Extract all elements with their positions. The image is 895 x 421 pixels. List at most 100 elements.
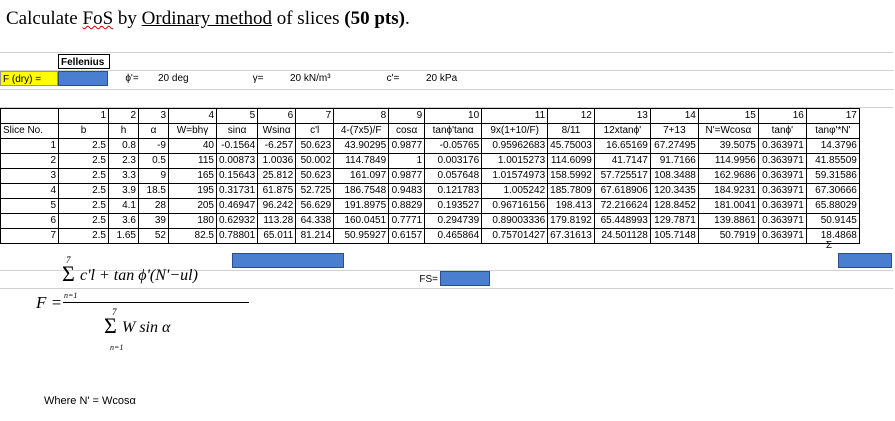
table-row-cell[interactable]: 96.242: [257, 198, 297, 214]
table-row-cell[interactable]: 0.8: [108, 138, 139, 154]
table-row-cell[interactable]: 61.875: [257, 183, 297, 199]
table-row-cell[interactable]: 25.812: [257, 168, 297, 184]
header-row-cell[interactable]: c'l: [295, 123, 335, 139]
table-row-cell[interactable]: 4: [0, 183, 59, 199]
table-row-cell[interactable]: 28: [138, 198, 169, 214]
table-row-cell[interactable]: 0.96716156: [481, 198, 549, 214]
table-row-cell[interactable]: 158.5992: [547, 168, 595, 184]
col-number-row-cell[interactable]: 1: [58, 108, 109, 124]
table-row-cell[interactable]: -0.1564: [215, 138, 259, 154]
table-row-cell[interactable]: 0.89003336: [481, 213, 549, 229]
table-row-cell[interactable]: 108.3488: [649, 168, 699, 184]
table-row-cell[interactable]: 2.5: [58, 213, 109, 229]
table-row-cell[interactable]: 24.501128: [593, 228, 651, 244]
table-row-cell[interactable]: 64.338: [295, 213, 335, 229]
table-row-cell[interactable]: 0.46947: [215, 198, 259, 214]
table-row-cell[interactable]: 50.7919: [697, 228, 759, 244]
table-row-cell[interactable]: 185.7809: [547, 183, 595, 199]
table-row-cell[interactable]: 16.65169: [593, 138, 651, 154]
table-row-cell[interactable]: 41.85509: [805, 153, 860, 169]
table-row-cell[interactable]: -6.257: [257, 138, 297, 154]
header-row-cell[interactable]: tanφ'*N': [805, 123, 860, 139]
header-row-cell[interactable]: α: [138, 123, 169, 139]
table-row-cell[interactable]: 9: [138, 168, 169, 184]
table-row-cell[interactable]: 2: [0, 153, 59, 169]
header-row-cell[interactable]: N'=Wcosα: [697, 123, 759, 139]
header-row-cell[interactable]: 4-(7x5)/F: [333, 123, 390, 139]
table-row-cell[interactable]: 2.5: [58, 168, 109, 184]
col-number-row-cell[interactable]: 12: [547, 108, 595, 124]
header-row-cell[interactable]: tanϕ'tanα: [424, 123, 483, 139]
col-number-row-cell[interactable]: 10: [424, 108, 483, 124]
table-row-cell[interactable]: 184.9231: [697, 183, 759, 199]
header-row-cell[interactable]: Slice No.: [0, 123, 59, 139]
table-row-cell[interactable]: 59.31586: [805, 168, 860, 184]
table-row-cell[interactable]: 0.7771: [388, 213, 426, 229]
table-row-cell[interactable]: 1.0015273: [481, 153, 549, 169]
table-row-cell[interactable]: 14.3796: [805, 138, 860, 154]
table-row-cell[interactable]: 50.623: [295, 138, 335, 154]
table-row-cell[interactable]: 0.363971: [757, 213, 807, 229]
table-row-cell[interactable]: 57.725517: [593, 168, 651, 184]
col-number-row-cell[interactable]: 2: [108, 108, 139, 124]
table-row-cell[interactable]: 2.5: [58, 228, 109, 244]
table-row-cell[interactable]: 52: [138, 228, 169, 244]
header-row-cell[interactable]: 9x(1+10/F): [481, 123, 549, 139]
table-row-cell[interactable]: 0.363971: [757, 138, 807, 154]
table-row-cell[interactable]: 56.629: [295, 198, 335, 214]
table-row-cell[interactable]: 0.31731: [215, 183, 259, 199]
col-number-row-cell[interactable]: 17: [805, 108, 860, 124]
table-row-cell[interactable]: 0.00873: [215, 153, 259, 169]
col-number-row-cell[interactable]: 13: [593, 108, 651, 124]
table-row-cell[interactable]: 0.363971: [757, 183, 807, 199]
table-row-cell[interactable]: 0.62932: [215, 213, 259, 229]
table-row-cell[interactable]: 0.057648: [424, 168, 483, 184]
header-row-cell[interactable]: 12xtanϕ': [593, 123, 651, 139]
table-row-cell[interactable]: 0.363971: [757, 168, 807, 184]
table-row-cell[interactable]: 2.5: [58, 198, 109, 214]
table-row-cell[interactable]: 0.75701427: [481, 228, 549, 244]
table-row-cell[interactable]: 0.193527: [424, 198, 483, 214]
table-row-cell[interactable]: 41.7147: [593, 153, 651, 169]
header-row-cell[interactable]: Wsinα: [257, 123, 297, 139]
table-row-cell[interactable]: 72.216624: [593, 198, 651, 214]
table-row-cell[interactable]: 205: [168, 198, 217, 214]
table-row-cell[interactable]: 114.7849: [333, 153, 390, 169]
table-row-cell[interactable]: 161.097: [333, 168, 390, 184]
table-row-cell[interactable]: 50.95927: [333, 228, 390, 244]
table-row-cell[interactable]: 1.005242: [481, 183, 549, 199]
table-row-cell[interactable]: 186.7548: [333, 183, 390, 199]
table-row-cell[interactable]: 43.90295: [333, 138, 390, 154]
table-row-cell[interactable]: 1.65: [108, 228, 139, 244]
table-row-cell[interactable]: 114.9956: [697, 153, 759, 169]
table-row-cell[interactable]: 4.1: [108, 198, 139, 214]
col-number-row-cell[interactable]: 8: [333, 108, 390, 124]
table-row-cell[interactable]: 7: [0, 228, 59, 244]
header-row-cell[interactable]: cosα: [388, 123, 426, 139]
table-row-cell[interactable]: 0.363971: [757, 153, 807, 169]
table-row-cell[interactable]: 181.0041: [697, 198, 759, 214]
table-row-cell[interactable]: 195: [168, 183, 217, 199]
header-row-cell[interactable]: sinα: [215, 123, 259, 139]
table-row-cell[interactable]: 0.15643: [215, 168, 259, 184]
table-row-cell[interactable]: 180: [168, 213, 217, 229]
table-row-cell[interactable]: 50.623: [295, 168, 335, 184]
header-row-cell[interactable]: b: [58, 123, 109, 139]
table-row-cell[interactable]: 1.01574973: [481, 168, 549, 184]
table-row-cell[interactable]: 162.9686: [697, 168, 759, 184]
table-row-cell[interactable]: 113.28: [257, 213, 297, 229]
table-row-cell[interactable]: 3: [0, 168, 59, 184]
table-row-cell[interactable]: 3.6: [108, 213, 139, 229]
table-row-cell[interactable]: 81.214: [295, 228, 335, 244]
table-row-cell[interactable]: 0.9877: [388, 168, 426, 184]
table-row-cell[interactable]: 6: [0, 213, 59, 229]
table-row-cell[interactable]: 40: [168, 138, 217, 154]
col-number-row-cell[interactable]: [0, 108, 59, 124]
table-row-cell[interactable]: 82.5: [168, 228, 217, 244]
col-number-row-cell[interactable]: 3: [138, 108, 169, 124]
table-row-cell[interactable]: 3.3: [108, 168, 139, 184]
table-row-cell[interactable]: 50.9145: [805, 213, 860, 229]
table-row-cell[interactable]: 179.8192: [547, 213, 595, 229]
sum-tanphi-n-cell[interactable]: [838, 253, 892, 268]
table-row-cell[interactable]: 129.7871: [649, 213, 699, 229]
